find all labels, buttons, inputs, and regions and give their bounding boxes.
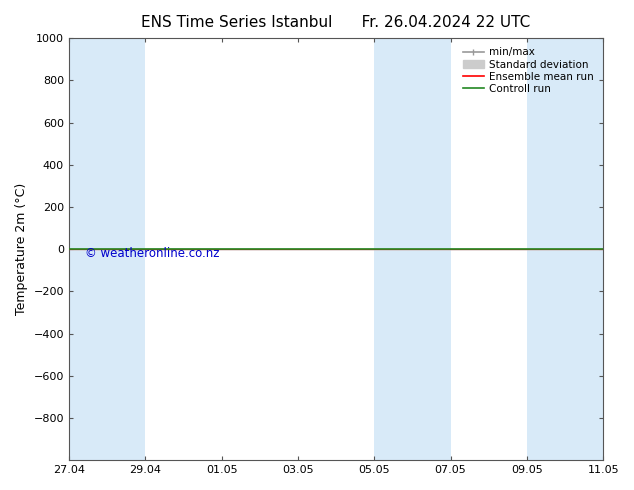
Title: ENS Time Series Istanbul      Fr. 26.04.2024 22 UTC: ENS Time Series Istanbul Fr. 26.04.2024 … [141, 15, 531, 30]
Text: © weatheronline.co.nz: © weatheronline.co.nz [85, 247, 219, 260]
Bar [374, 38, 451, 460]
Legend: min/max, Standard deviation, Ensemble mean run, Controll run: min/max, Standard deviation, Ensemble me… [459, 43, 598, 98]
Bar [69, 38, 145, 460]
Bar [527, 38, 603, 460]
Y-axis label: Temperature 2m (°C): Temperature 2m (°C) [15, 183, 28, 315]
